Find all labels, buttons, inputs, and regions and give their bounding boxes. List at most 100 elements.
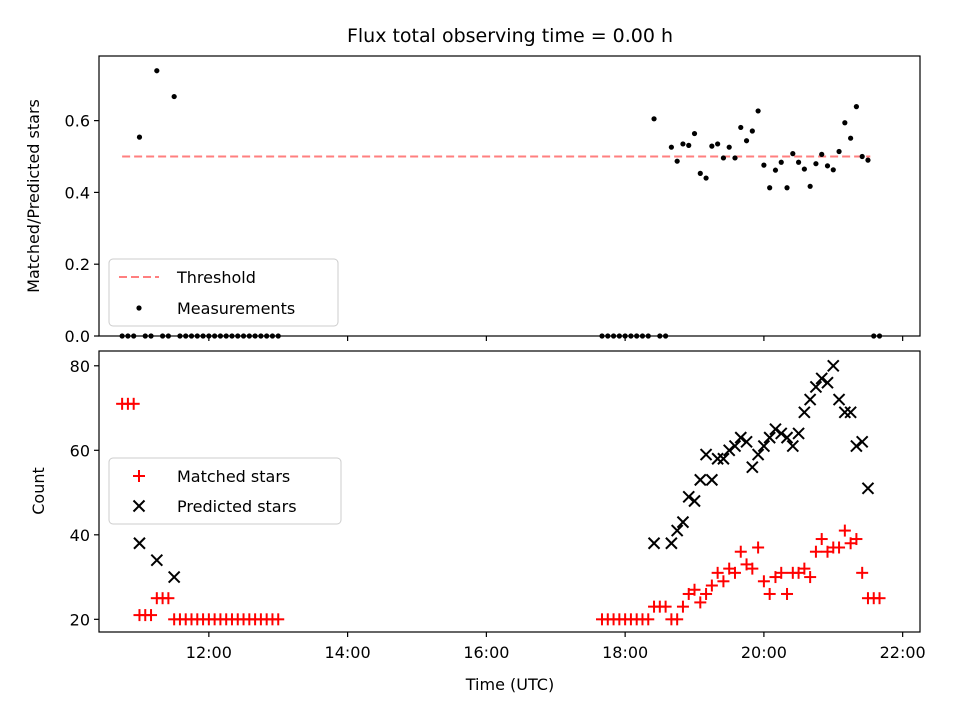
predicted-star-point [133, 537, 146, 550]
predicted-star-point [150, 553, 164, 567]
count-y-axis: 20 40 60 80 [70, 357, 99, 629]
predicted-star-point [705, 473, 719, 487]
matched-star-point [127, 397, 140, 410]
measurement-point [813, 161, 819, 167]
predicted-star-point [717, 452, 730, 465]
measurement-point [801, 166, 807, 172]
x-tick-label: 20:00 [741, 643, 787, 662]
predicted-star-point [815, 372, 828, 385]
matched-star-point [642, 613, 655, 626]
predicted-star-point [775, 427, 788, 440]
predicted-star-point [722, 444, 736, 457]
measurement-point [848, 135, 854, 141]
matched-star-point [809, 545, 822, 558]
ratio-y-axis-label: Matched/Predicted stars [24, 99, 43, 293]
predicted-star-point [746, 460, 759, 474]
count-legend-box [108, 457, 342, 525]
matched-star-point [815, 533, 828, 546]
matched-star-point [763, 587, 776, 600]
count-y-tick-label: 20 [70, 610, 90, 629]
predicted-star-point [803, 393, 817, 406]
measurement-point [836, 148, 842, 155]
legend-predicted-swatch [132, 499, 146, 513]
ratio-axes-frame [98, 55, 921, 337]
predicted-star-point [740, 435, 753, 449]
predicted-star-point [769, 422, 782, 436]
measurement-point [738, 124, 744, 131]
predicted-star-point [786, 439, 800, 453]
count-x-axis: 12:00 14:00 16:00 18:00 20:00 22:00 [186, 632, 926, 662]
measurement-point [703, 175, 709, 181]
measurement-point [853, 104, 860, 110]
measurement-point [680, 141, 686, 147]
measurement-point [755, 108, 761, 114]
x-tick-label: 18:00 [602, 643, 648, 662]
x-tick-label: 12:00 [186, 643, 232, 662]
measurement-point [772, 167, 779, 173]
count-plot-area [116, 359, 886, 626]
measurement-point [674, 158, 680, 164]
chart-title: Flux total observing time = 0.00 h [347, 25, 673, 47]
matched-star-point [659, 600, 672, 613]
measurement-point [136, 134, 143, 140]
predicted-star-point [728, 439, 742, 453]
predicted-star-point [670, 524, 684, 537]
ratio-y-axis: 0.0 0.2 0.4 0.6 [65, 112, 99, 346]
ratio-y-tick-label: 0.0 [65, 327, 90, 346]
predicted-star-point [821, 376, 834, 389]
measurement-point [778, 159, 784, 165]
ratio-y-tick-label: 0.2 [65, 255, 90, 274]
ratio-legend-box [108, 258, 339, 327]
legend-threshold-label: Threshold [176, 268, 256, 287]
matched-star-point [757, 575, 770, 588]
matched-star-point [833, 541, 846, 554]
matched-star-point [705, 579, 718, 592]
matched-star-point [272, 613, 285, 626]
measurement-point [749, 128, 755, 134]
count-legend: Matched stars Predicted stars [108, 457, 342, 525]
matched-star-point [145, 609, 158, 622]
legend-matched-swatch [133, 470, 145, 482]
matched-star-point [752, 541, 765, 554]
predicted-star-point [844, 406, 857, 419]
measurement-point [819, 151, 825, 157]
predicted-star-point [798, 406, 811, 419]
predicted-star-point [861, 482, 875, 495]
predicted-star-point [647, 537, 661, 550]
measurement-point [824, 163, 831, 169]
predicted-star-point [827, 359, 840, 372]
measurement-point [720, 155, 727, 161]
measurement-point [691, 130, 698, 137]
x-tick-label: 22:00 [880, 643, 926, 662]
ratio-y-tick-label: 0.6 [65, 112, 90, 131]
measurement-point [761, 162, 767, 168]
measurement-point [767, 185, 773, 191]
predicted-star-point [676, 515, 690, 529]
ratio-y-tick-label: 0.4 [65, 183, 90, 202]
matched-star-point [804, 571, 817, 584]
count-y-tick-label: 80 [70, 357, 90, 376]
predicted-star-point [850, 439, 863, 453]
predicted-star-point [711, 452, 724, 465]
measurement-point [859, 153, 865, 160]
predicted-star-point [809, 380, 823, 394]
measurement-point [830, 167, 836, 173]
measurement-point [668, 144, 674, 150]
predicted-star-point [792, 427, 805, 440]
predicted-star-point [780, 431, 794, 444]
measurement-point [732, 155, 738, 161]
predicted-star-point [665, 537, 678, 550]
matched-star-point [711, 566, 724, 579]
legend-measurements-label: Measurements [177, 299, 295, 318]
matched-star-point [734, 545, 747, 558]
matched-star-point [676, 600, 689, 613]
predicted-star-point [682, 490, 695, 503]
matched-star-point [671, 613, 684, 626]
measurement-point [726, 144, 732, 150]
predicted-star-point [838, 406, 852, 419]
ratio-plot-area [119, 68, 883, 339]
predicted-star-point [167, 570, 181, 584]
